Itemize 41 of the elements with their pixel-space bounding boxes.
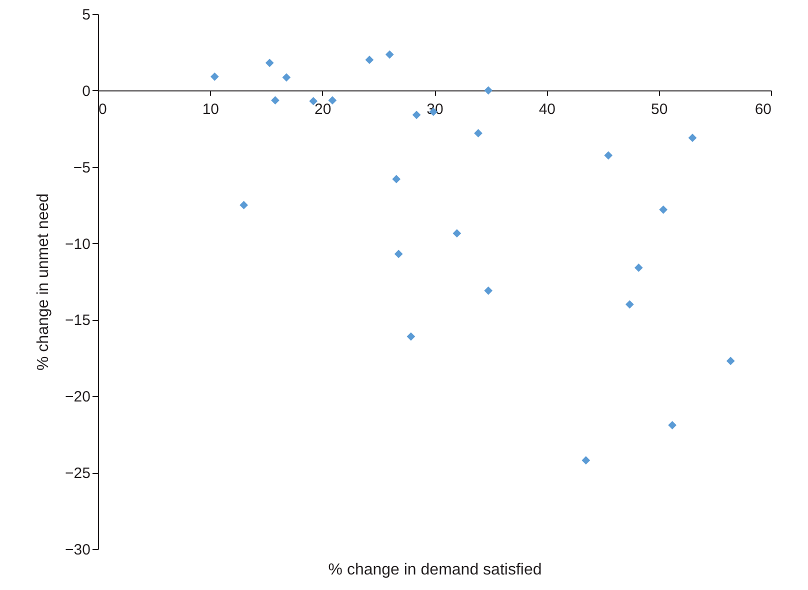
point xyxy=(240,200,248,210)
x-tick-label: 0 xyxy=(98,100,107,118)
y-tick-label: −20 xyxy=(65,388,90,406)
point xyxy=(582,456,590,465)
point xyxy=(406,332,416,341)
y-tick-label: −30 xyxy=(65,542,90,558)
x-tick-label: 60 xyxy=(754,100,772,118)
point xyxy=(452,229,462,238)
point xyxy=(604,151,613,160)
point xyxy=(412,110,421,120)
point xyxy=(625,300,634,309)
point xyxy=(688,134,697,142)
point xyxy=(265,58,274,68)
point xyxy=(474,129,482,138)
point xyxy=(659,205,668,214)
point xyxy=(392,174,401,184)
point xyxy=(394,250,403,258)
point xyxy=(484,86,493,95)
point xyxy=(210,72,219,81)
y-tick-label: −10 xyxy=(65,236,90,253)
x-axis-title: % change in demand satisfied xyxy=(328,562,542,578)
y-tick-label: 0 xyxy=(82,82,90,100)
y-tick-label: −5 xyxy=(73,159,90,176)
y-tick-label: −15 xyxy=(65,312,90,330)
point xyxy=(726,356,735,366)
point xyxy=(385,50,394,59)
point xyxy=(309,96,318,106)
x-tick-label: 50 xyxy=(650,100,668,118)
y-axis-title: % change in unmet need xyxy=(35,193,52,371)
x-tick-label: 10 xyxy=(202,100,220,118)
x-tick-label: 20 xyxy=(314,100,332,118)
point xyxy=(328,96,337,105)
point xyxy=(484,286,493,295)
point xyxy=(634,264,643,272)
x-tick-label: 40 xyxy=(538,100,556,118)
point xyxy=(271,96,280,105)
point xyxy=(365,56,374,64)
point xyxy=(282,73,291,82)
y-tick-label: −25 xyxy=(65,465,90,482)
point xyxy=(668,421,676,430)
y-tick-label: 5 xyxy=(82,6,90,24)
